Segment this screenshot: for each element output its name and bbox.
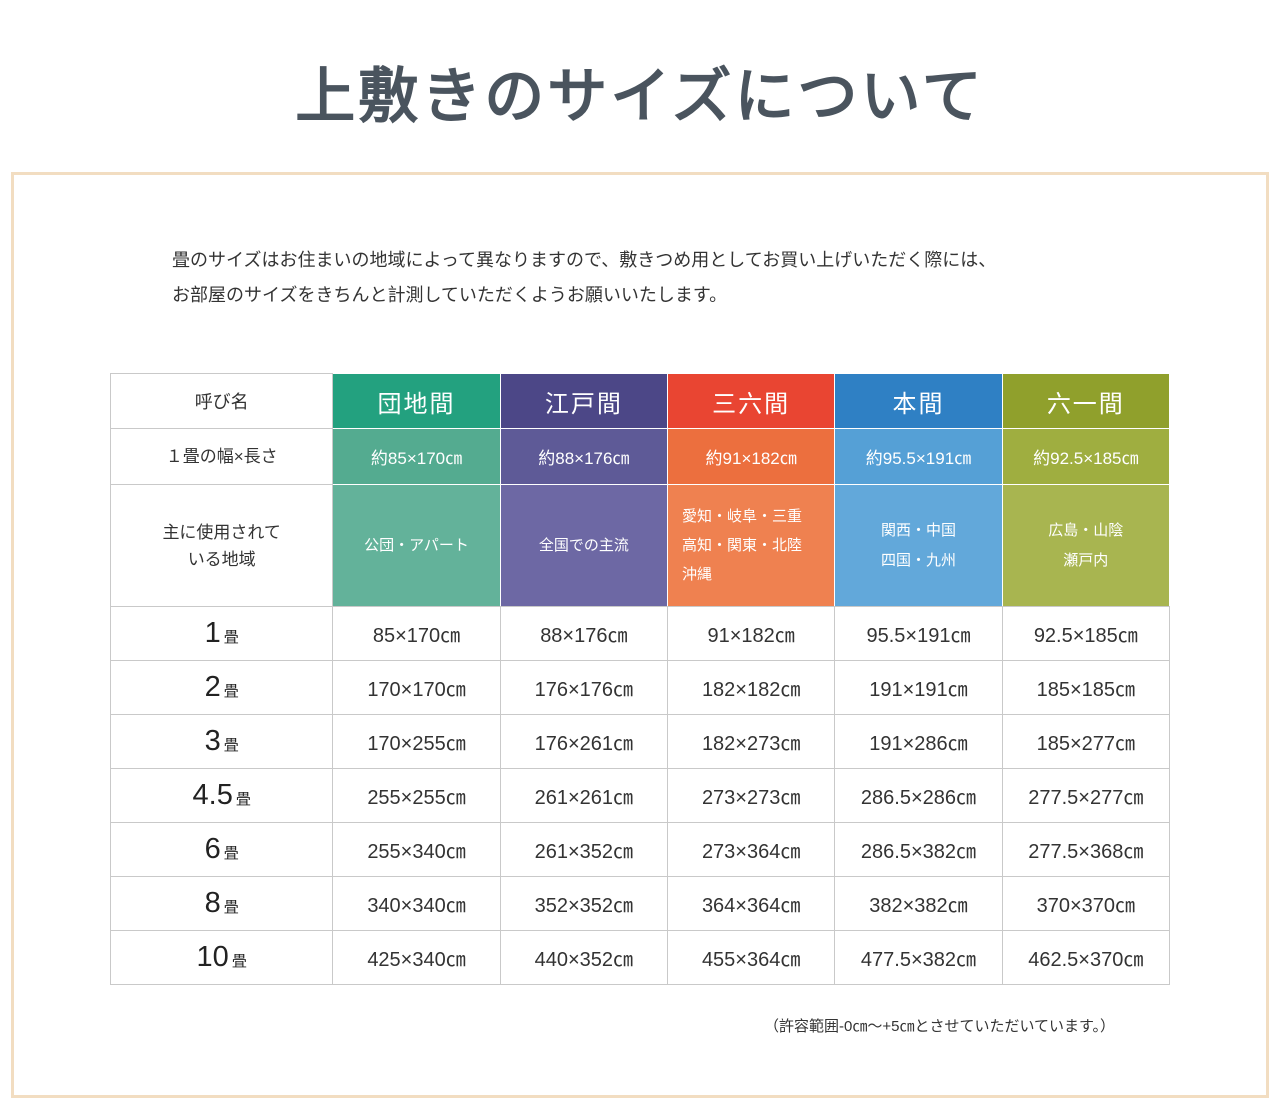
row-label: 10 畳 bbox=[109, 930, 334, 986]
size-value: 170×255㎝ bbox=[332, 714, 501, 770]
row-label-unit: 畳 bbox=[223, 683, 239, 701]
size-value: 95.5×191㎝ bbox=[834, 606, 1003, 662]
size-value: 191×191㎝ bbox=[834, 660, 1003, 716]
region-cell: 公団・アパート bbox=[332, 484, 501, 608]
size-value: 176×261㎝ bbox=[499, 714, 669, 770]
region-row-label: 主に使用されて いる地域 bbox=[109, 484, 334, 608]
column-header-sanrokuma: 三六間 bbox=[666, 373, 836, 430]
table-wrap: 呼び名 団地間 江戸間 三六間 本間 六一間 １畳の幅×長さ 約85×170㎝ … bbox=[109, 373, 1171, 1036]
size-value: 191×286㎝ bbox=[834, 714, 1003, 770]
size-cell: 約88×176㎝ bbox=[499, 428, 669, 486]
column-header-danchima: 団地間 bbox=[332, 373, 501, 430]
row-label-unit: 畳 bbox=[223, 629, 239, 647]
size-value: 182×273㎝ bbox=[666, 714, 836, 770]
size-value: 382×382㎝ bbox=[834, 876, 1003, 932]
size-cell: 約95.5×191㎝ bbox=[834, 428, 1003, 486]
page-title: 上敷きのサイズについて bbox=[295, 64, 985, 130]
size-value: 273×273㎝ bbox=[666, 768, 836, 824]
row-label-unit: 畳 bbox=[223, 899, 239, 917]
size-value: 170×170㎝ bbox=[332, 660, 501, 716]
size-value: 370×370㎝ bbox=[1001, 876, 1171, 932]
size-row-label: １畳の幅×長さ bbox=[109, 428, 334, 486]
size-cell: 約85×170㎝ bbox=[332, 428, 501, 486]
tatami-size-table: 呼び名 団地間 江戸間 三六間 本間 六一間 １畳の幅×長さ 約85×170㎝ … bbox=[109, 373, 1171, 986]
column-header-honma: 本間 bbox=[834, 373, 1003, 430]
size-value: 462.5×370㎝ bbox=[1001, 930, 1171, 986]
size-value: 185×277㎝ bbox=[1001, 714, 1171, 770]
size-value: 176×176㎝ bbox=[499, 660, 669, 716]
size-value: 185×185㎝ bbox=[1001, 660, 1171, 716]
row-label-number: 1 bbox=[204, 617, 221, 650]
size-value: 92.5×185㎝ bbox=[1001, 606, 1171, 662]
region-row: 主に使用されて いる地域 公団・アパート 全国での主流 愛知・岐阜・三重 高知・… bbox=[109, 484, 1171, 608]
size-value: 91×182㎝ bbox=[666, 606, 836, 662]
column-header-rokuichima: 六一間 bbox=[1001, 373, 1171, 430]
size-value: 261×261㎝ bbox=[499, 768, 669, 824]
size-value: 88×176㎝ bbox=[499, 606, 669, 662]
size-value: 477.5×382㎝ bbox=[834, 930, 1003, 986]
size-value: 286.5×382㎝ bbox=[834, 822, 1003, 878]
intro-text: 畳のサイズはお住まいの地域によって異なりますので、敷きつめ用としてお買い上げいた… bbox=[172, 250, 997, 306]
corner-label: 呼び名 bbox=[109, 373, 334, 430]
size-cell: 約92.5×185㎝ bbox=[1001, 428, 1171, 486]
size-value: 85×170㎝ bbox=[332, 606, 501, 662]
row-label-unit: 畳 bbox=[231, 953, 247, 971]
size-value: 425×340㎝ bbox=[332, 930, 501, 986]
size-value: 255×340㎝ bbox=[332, 822, 501, 878]
row-label-number: 6 bbox=[204, 833, 221, 866]
size-cell: 約91×182㎝ bbox=[666, 428, 836, 486]
size-value: 277.5×368㎝ bbox=[1001, 822, 1171, 878]
row-label-number: 2 bbox=[204, 671, 221, 704]
size-row: １畳の幅×長さ 約85×170㎝ 約88×176㎝ 約91×182㎝ 約95.5… bbox=[109, 428, 1171, 486]
size-value: 352×352㎝ bbox=[499, 876, 669, 932]
row-label-unit: 畳 bbox=[223, 845, 239, 863]
size-value: 286.5×286㎝ bbox=[834, 768, 1003, 824]
row-label: 4.5 畳 bbox=[109, 768, 334, 824]
region-cell: 関西・中国 四国・九州 bbox=[834, 484, 1003, 608]
row-label-unit: 畳 bbox=[223, 737, 239, 755]
region-cell: 全国での主流 bbox=[499, 484, 669, 608]
header-row: 呼び名 団地間 江戸間 三六間 本間 六一間 bbox=[109, 373, 1171, 430]
table-row: 10 畳 425×340㎝ 440×352㎝ 455×364㎝ 477.5×382… bbox=[109, 930, 1171, 986]
size-value: 277.5×277㎝ bbox=[1001, 768, 1171, 824]
region-cell: 愛知・岐阜・三重 高知・関東・北陸 沖縄 bbox=[666, 484, 836, 608]
row-label-number: 4.5 bbox=[192, 779, 233, 812]
size-value: 364×364㎝ bbox=[666, 876, 836, 932]
size-value: 273×364㎝ bbox=[666, 822, 836, 878]
size-value: 455×364㎝ bbox=[666, 930, 836, 986]
size-value: 255×255㎝ bbox=[332, 768, 501, 824]
size-value: 440×352㎝ bbox=[499, 930, 669, 986]
row-label-number: 10 bbox=[196, 941, 229, 974]
region-cell: 広島・山陰 瀬戸内 bbox=[1001, 484, 1171, 608]
size-value: 182×182㎝ bbox=[666, 660, 836, 716]
tolerance-footnote: （許容範囲-0㎝〜+5㎝とさせていただいています。） bbox=[764, 1018, 1115, 1036]
table-row: 4.5 畳 255×255㎝ 261×261㎝ 273×273㎝ 286.5×28… bbox=[109, 768, 1171, 824]
content-box: 畳のサイズはお住まいの地域によって異なりますので、敷きつめ用としてお買い上げいた… bbox=[11, 172, 1269, 1098]
size-value: 340×340㎝ bbox=[332, 876, 501, 932]
column-header-edoma: 江戸間 bbox=[499, 373, 669, 430]
row-label-unit: 畳 bbox=[235, 791, 251, 809]
row-label-number: 8 bbox=[204, 887, 221, 920]
size-value: 261×352㎝ bbox=[499, 822, 669, 878]
row-label-number: 3 bbox=[204, 725, 221, 758]
